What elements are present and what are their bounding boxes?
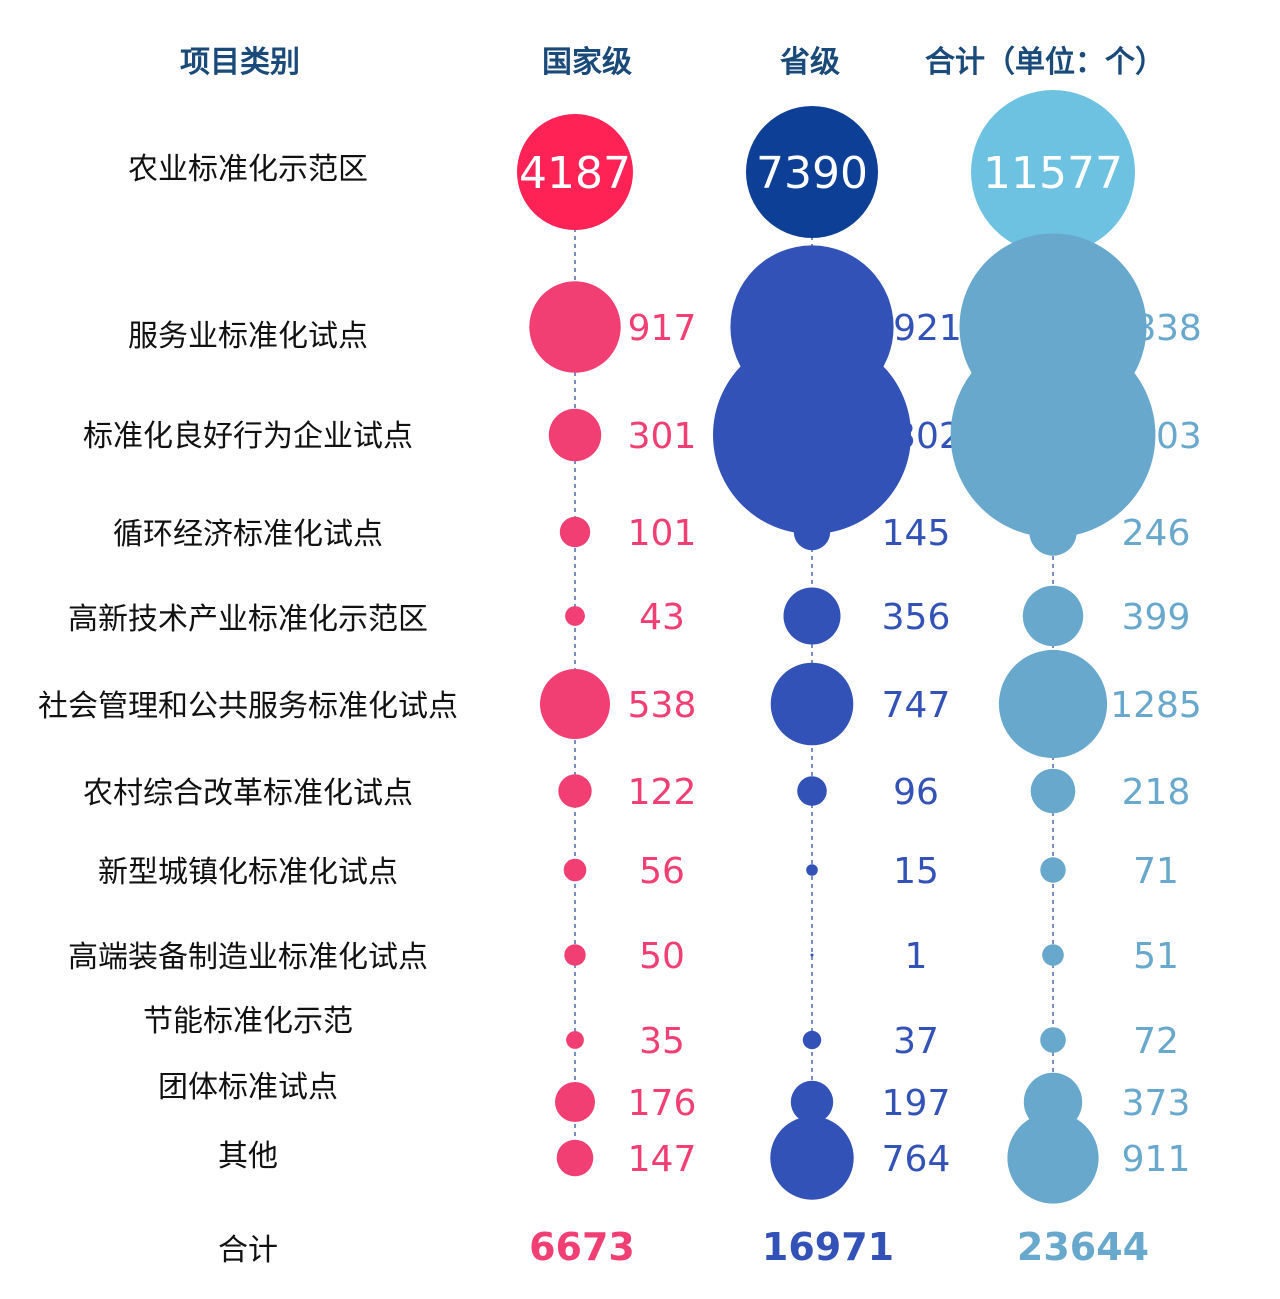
data-label-provincial: 7390 xyxy=(756,148,868,199)
data-label-total: 911 xyxy=(1122,1139,1191,1180)
data-label-total: 11577 xyxy=(983,148,1123,199)
category-label: 农业标准化示范区 xyxy=(128,152,368,187)
data-label-total: 218 xyxy=(1122,772,1191,813)
bubble-total xyxy=(971,90,1135,254)
bubble-national xyxy=(565,606,585,626)
data-label-national: 101 xyxy=(628,513,697,554)
bubble-total xyxy=(1040,1027,1066,1053)
bubble-provincial xyxy=(770,662,854,746)
category-label: 高新技术产业标准化示范区 xyxy=(68,602,428,637)
data-label-national: 35 xyxy=(639,1021,685,1062)
data-label-national: 147 xyxy=(628,1139,697,1180)
data-label-total: 4603 xyxy=(1110,416,1202,457)
data-label-total: 51 xyxy=(1133,936,1179,977)
category-label: 标准化良好行为企业试点 xyxy=(83,419,413,454)
bubble-provincial xyxy=(806,864,818,876)
bubble-total xyxy=(1029,508,1077,556)
data-label-national: 122 xyxy=(628,772,697,813)
bubble-national xyxy=(559,516,591,548)
bubble-national xyxy=(556,1139,594,1177)
bubble-total xyxy=(998,649,1108,759)
bubble-provincial xyxy=(802,1030,822,1050)
data-label-provincial: 4302 xyxy=(870,416,962,457)
data-label-total: 1285 xyxy=(1110,685,1202,726)
bubble-provincial xyxy=(783,587,841,645)
data-label-provincial: 96 xyxy=(893,772,939,813)
bubble-provincial xyxy=(790,1080,834,1124)
data-label-total: 3838 xyxy=(1110,308,1202,349)
bubble-national xyxy=(548,408,602,462)
bubble-national xyxy=(564,944,586,966)
category-label: 团体标准试点 xyxy=(158,1070,338,1105)
bubble-total xyxy=(1030,768,1076,814)
data-label-national: 176 xyxy=(628,1083,697,1124)
bubble-provincial xyxy=(793,513,831,551)
bubble-total xyxy=(1040,857,1066,883)
bubble-provincial xyxy=(810,953,814,957)
data-label-national: 43 xyxy=(639,597,685,638)
header-category: 项目类别 xyxy=(180,45,300,80)
total-value-total: 23644 xyxy=(1017,1225,1149,1269)
data-label-total: 72 xyxy=(1133,1021,1179,1062)
data-label-national: 4187 xyxy=(519,148,631,199)
bubble-national xyxy=(540,669,610,739)
category-label: 其他 xyxy=(218,1139,278,1174)
bubble-national xyxy=(563,858,587,882)
data-label-provincial: 1 xyxy=(905,936,928,977)
data-label-provincial: 764 xyxy=(882,1139,951,1180)
data-label-national: 56 xyxy=(639,851,685,892)
data-label-national: 301 xyxy=(628,416,697,457)
data-label-total: 71 xyxy=(1133,851,1179,892)
data-label-national: 538 xyxy=(628,685,697,726)
bubble-provincial xyxy=(713,336,911,534)
bubble-total xyxy=(1042,944,1064,966)
category-label: 高端装备制造业标准化试点 xyxy=(68,940,428,975)
data-label-provincial: 747 xyxy=(882,685,951,726)
data-label-provincial: 145 xyxy=(882,513,951,554)
data-label-provincial: 37 xyxy=(893,1021,939,1062)
category-label: 服务业标准化试点 xyxy=(128,319,368,354)
bubble-national xyxy=(517,114,633,230)
bubble-provincial xyxy=(770,1116,854,1200)
data-label-provincial: 15 xyxy=(893,851,939,892)
category-label: 社会管理和公共服务标准化试点 xyxy=(38,689,458,724)
category-label: 农村综合改革标准化试点 xyxy=(83,776,413,811)
bubble-national xyxy=(529,281,621,373)
bubble-provincial xyxy=(797,776,827,806)
bubble-total xyxy=(1007,1112,1099,1204)
data-label-total: 246 xyxy=(1122,513,1191,554)
data-label-total: 373 xyxy=(1122,1083,1191,1124)
bubble-provincial xyxy=(746,106,878,238)
category-label: 循环经济标准化试点 xyxy=(113,517,383,552)
bubble-total xyxy=(1022,585,1084,647)
data-label-national: 917 xyxy=(628,308,697,349)
data-label-total: 399 xyxy=(1122,597,1191,638)
bubble-national xyxy=(555,1082,595,1122)
header-total: 合计（单位：个） xyxy=(925,45,1165,80)
category-label: 节能标准化示范 xyxy=(143,1004,353,1039)
bubble-national xyxy=(558,774,592,808)
bubble-total xyxy=(950,332,1156,538)
total-row-label: 合计 xyxy=(218,1233,278,1268)
data-label-provincial: 197 xyxy=(882,1083,951,1124)
bubble-national xyxy=(566,1031,584,1049)
header-national: 国家级 xyxy=(542,45,632,80)
data-label-provincial: 356 xyxy=(882,597,951,638)
category-label: 新型城镇化标准化试点 xyxy=(98,855,398,890)
data-label-provincial: 2921 xyxy=(870,308,962,349)
total-value-provincial: 16971 xyxy=(762,1225,894,1269)
data-label-national: 50 xyxy=(639,936,685,977)
header-provincial: 省级 xyxy=(780,45,840,80)
total-value-national: 6673 xyxy=(529,1225,635,1269)
